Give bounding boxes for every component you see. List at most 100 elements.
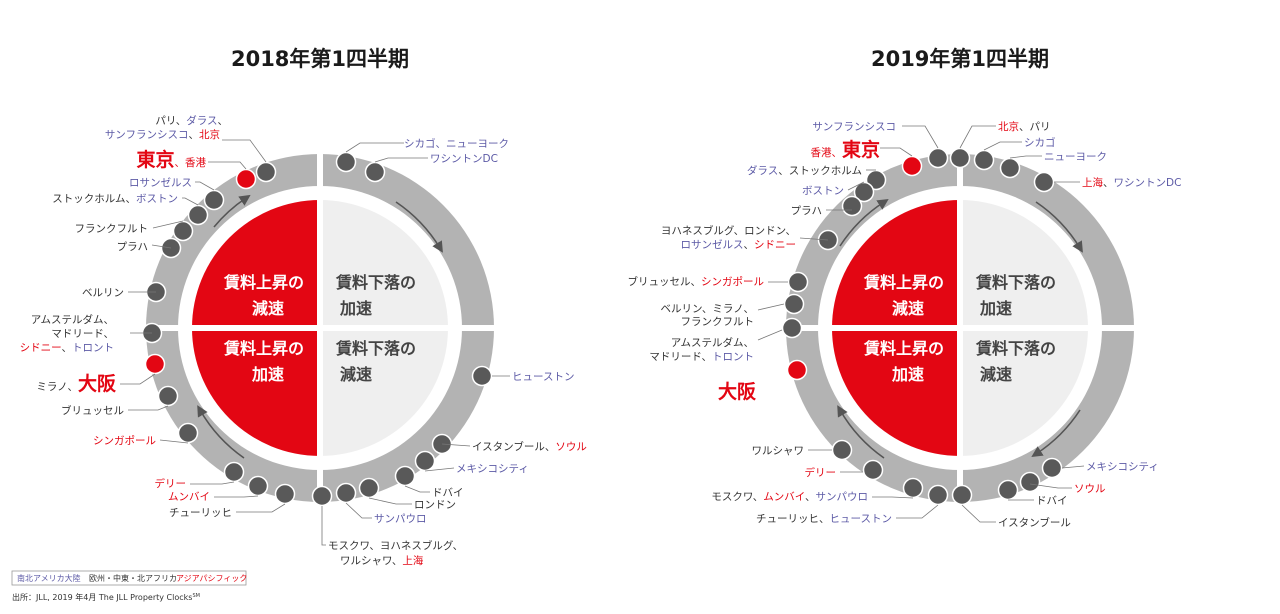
arrow-top-left [213, 194, 251, 228]
panel-title: 2019年第1四半期 [871, 47, 1049, 71]
city-name: メキシコシティ [1086, 461, 1159, 473]
city-label: ロンドン [414, 499, 456, 511]
city-label: メキシコシティ [1086, 461, 1159, 473]
city-name: ワシントンDC [430, 153, 498, 165]
city-name: モスクワ、 [711, 491, 763, 503]
city-name: マドリード、 [51, 328, 114, 340]
city-name: 、パリ [1019, 121, 1051, 133]
legend-americas: 南北アメリカ大陸 [17, 573, 81, 583]
city-dot [783, 293, 805, 315]
city-dot [274, 483, 296, 505]
city-name: 東京 [842, 138, 880, 161]
city-dot [471, 365, 493, 387]
city-name: 、 [189, 129, 200, 141]
city-markers [781, 147, 1063, 506]
city-label: プラハ [117, 241, 148, 253]
city-dot-highlight [786, 359, 808, 381]
city-name: 、香港 [175, 157, 207, 169]
quadrant-bottom-right [960, 328, 1088, 456]
quadrant-top-right [960, 200, 1088, 328]
quadrant-tr-line1: 賃料下落の [335, 273, 416, 292]
city-name: ロサンゼルス [681, 239, 744, 251]
city-name: ダラス [747, 164, 778, 177]
city-label: ストックホルム、ボストン [52, 193, 178, 205]
city-name: トロント [72, 342, 114, 354]
city-dot [999, 157, 1021, 179]
city-name: フランクフルト [75, 223, 149, 235]
city-name: ロサンゼルス [129, 177, 192, 189]
city-name: 、 [1103, 177, 1114, 189]
city-label: イスタンブール [998, 516, 1071, 529]
city-name: ニューヨーク [1044, 151, 1107, 163]
quadrant-br-line2: 減速 [340, 365, 372, 384]
city-dot [157, 385, 179, 407]
city-name: 、ストックホルム [778, 165, 862, 177]
city-label: モスクワ、ヨハネスブルグ、 [328, 539, 463, 552]
city-name: 上海 [1082, 176, 1104, 189]
city-label: 北京、パリ [998, 120, 1051, 133]
quadrant-br-line1: 賃料下落の [975, 339, 1056, 358]
city-name: 大阪 [78, 372, 117, 395]
city-name: ムンバイ [763, 491, 805, 503]
city-name: 、 [744, 239, 755, 251]
city-name: プラハ [117, 241, 148, 253]
city-label: ソウル [1074, 483, 1106, 495]
city-label: ドバイ [1036, 495, 1068, 507]
city-label: フランクフルト [75, 223, 149, 235]
city-dot [841, 195, 863, 217]
arrow-top-right [395, 201, 443, 253]
city-name: ワルシャワ [752, 445, 805, 457]
arrow-bottom-left [837, 405, 885, 459]
city-dot [335, 482, 357, 504]
city-label: アムステルダム、 [31, 313, 114, 326]
city-dot [394, 465, 416, 487]
city-label: イスタンブール、ソウル [472, 440, 587, 453]
city-markers [141, 151, 493, 507]
city-dot [1019, 471, 1041, 493]
city-name: ドバイ [1036, 495, 1068, 507]
city-label: デリー [155, 477, 187, 490]
quadrant-labels: 賃料上昇の 減速 賃料下落の 加速 賃料上昇の 加速 賃料下落の 減速 [223, 273, 416, 384]
city-name: トロント [712, 351, 754, 363]
city-name: ムンバイ [168, 491, 210, 503]
city-name: ヨハネスブルグ、ロンドン、 [661, 224, 796, 237]
city-label: ダラス、ストックホルム [747, 164, 862, 177]
city-name: サンパウロ [816, 491, 869, 503]
city-name: 、 [62, 342, 73, 354]
city-label: サンフランシスコ、北京 [105, 128, 220, 141]
city-dot [203, 189, 225, 211]
city-dot [223, 461, 245, 483]
city-label: ワシントンDC [430, 153, 498, 165]
city-name: デリー [155, 477, 187, 490]
city-name: ボストン [136, 193, 178, 205]
city-name: ワシントンDC [1114, 177, 1182, 189]
city-name: デリー [805, 466, 837, 479]
city-name: ストックホルム、 [52, 193, 136, 205]
legend-box [11, 570, 247, 586]
city-label: ロサンゼルス、シドニー [681, 239, 797, 251]
city-name: 大阪 [718, 380, 757, 403]
city-dot [247, 475, 269, 497]
clock-arrows [197, 194, 443, 459]
city-label: デリー [805, 466, 837, 479]
quadrant-tl-line2: 減速 [892, 299, 924, 318]
quadrant-br-line2: 減速 [980, 365, 1012, 384]
city-dot [1041, 457, 1063, 479]
city-name: ボストン [802, 185, 844, 197]
city-dot [927, 484, 949, 506]
quadrant-bottom-right [320, 328, 448, 456]
city-label: シカゴ、ニューヨーク [404, 137, 509, 150]
city-name: 東京 [136, 148, 174, 171]
city-name: 北京 [998, 120, 1019, 133]
city-dot [951, 484, 973, 506]
city-name: シドニー [20, 342, 62, 354]
city-label: チューリッヒ、ヒューストン [756, 513, 892, 525]
city-dot [358, 477, 380, 499]
quadrant-tr-line1: 賃料下落の [975, 273, 1056, 292]
city-dot [927, 147, 949, 169]
city-label: ドバイ [432, 487, 464, 499]
city-label: シカゴ [1024, 136, 1056, 149]
city-label: アムステルダム、 [671, 336, 754, 349]
city-labels: サンフランシスコ 香港、東京 ダラス、ストックホルム ボストン プラハ ヨハネス… [628, 120, 1182, 529]
city-name: フランクフルト [681, 316, 755, 328]
